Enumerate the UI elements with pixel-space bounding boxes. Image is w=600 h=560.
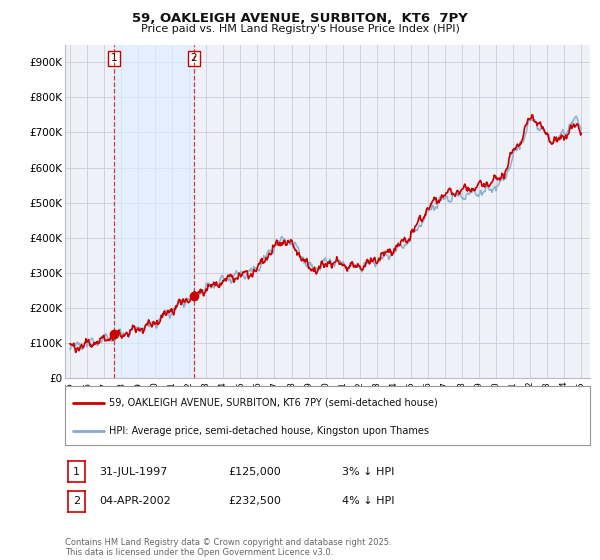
Text: Price paid vs. HM Land Registry's House Price Index (HPI): Price paid vs. HM Land Registry's House … <box>140 24 460 34</box>
Text: £125,000: £125,000 <box>228 466 281 477</box>
Text: 4% ↓ HPI: 4% ↓ HPI <box>342 496 395 506</box>
Text: 1: 1 <box>110 53 117 63</box>
Text: £232,500: £232,500 <box>228 496 281 506</box>
Text: 2: 2 <box>191 53 197 63</box>
Text: 04-APR-2002: 04-APR-2002 <box>99 496 171 506</box>
Text: 1: 1 <box>73 466 80 477</box>
Text: Contains HM Land Registry data © Crown copyright and database right 2025.
This d: Contains HM Land Registry data © Crown c… <box>65 538 391 557</box>
Text: HPI: Average price, semi-detached house, Kingston upon Thames: HPI: Average price, semi-detached house,… <box>109 426 430 436</box>
Text: 31-JUL-1997: 31-JUL-1997 <box>99 466 167 477</box>
Text: 59, OAKLEIGH AVENUE, SURBITON, KT6 7PY (semi-detached house): 59, OAKLEIGH AVENUE, SURBITON, KT6 7PY (… <box>109 398 438 408</box>
Text: 2: 2 <box>73 496 80 506</box>
Bar <box>114 45 194 378</box>
Text: 3% ↓ HPI: 3% ↓ HPI <box>342 466 394 477</box>
Text: 59, OAKLEIGH AVENUE, SURBITON,  KT6  7PY: 59, OAKLEIGH AVENUE, SURBITON, KT6 7PY <box>132 12 468 25</box>
